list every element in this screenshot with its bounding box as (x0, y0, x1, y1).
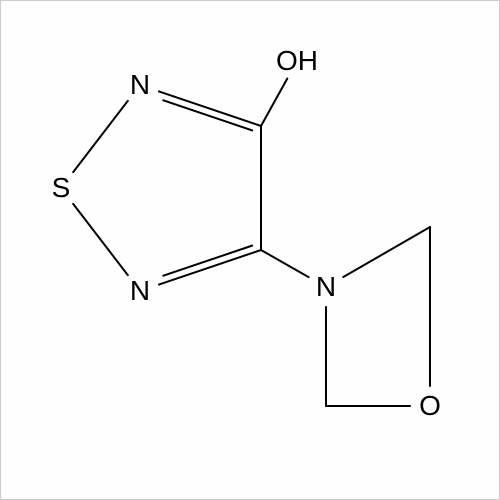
atom-label-S: S (52, 174, 71, 202)
atom-label-N2: N (130, 277, 150, 305)
atom-label-Om: O (419, 392, 441, 420)
molecule-canvas: S N N OH N O (0, 0, 500, 500)
atom-label-Nm: N (316, 273, 336, 301)
atom-label-N1: N (130, 71, 150, 99)
bond-layer (1, 1, 500, 500)
atom-label-OH: OH (276, 47, 318, 75)
